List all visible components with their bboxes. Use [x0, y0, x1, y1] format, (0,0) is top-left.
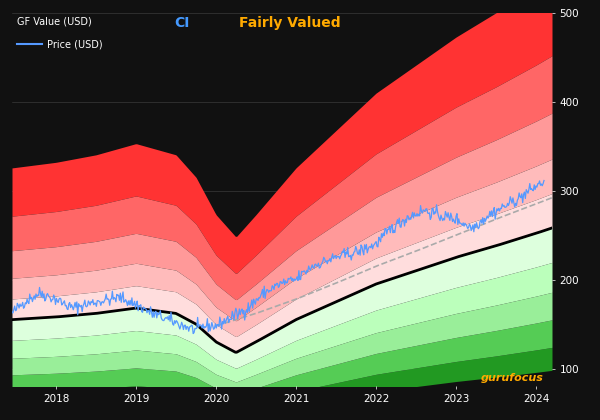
Text: GF Value (USD): GF Value (USD) — [17, 16, 92, 26]
Text: CI: CI — [174, 16, 190, 30]
Text: gurufocus: gurufocus — [481, 373, 544, 383]
Text: Price (USD): Price (USD) — [47, 39, 103, 50]
Text: Fairly Valued: Fairly Valued — [239, 16, 340, 30]
